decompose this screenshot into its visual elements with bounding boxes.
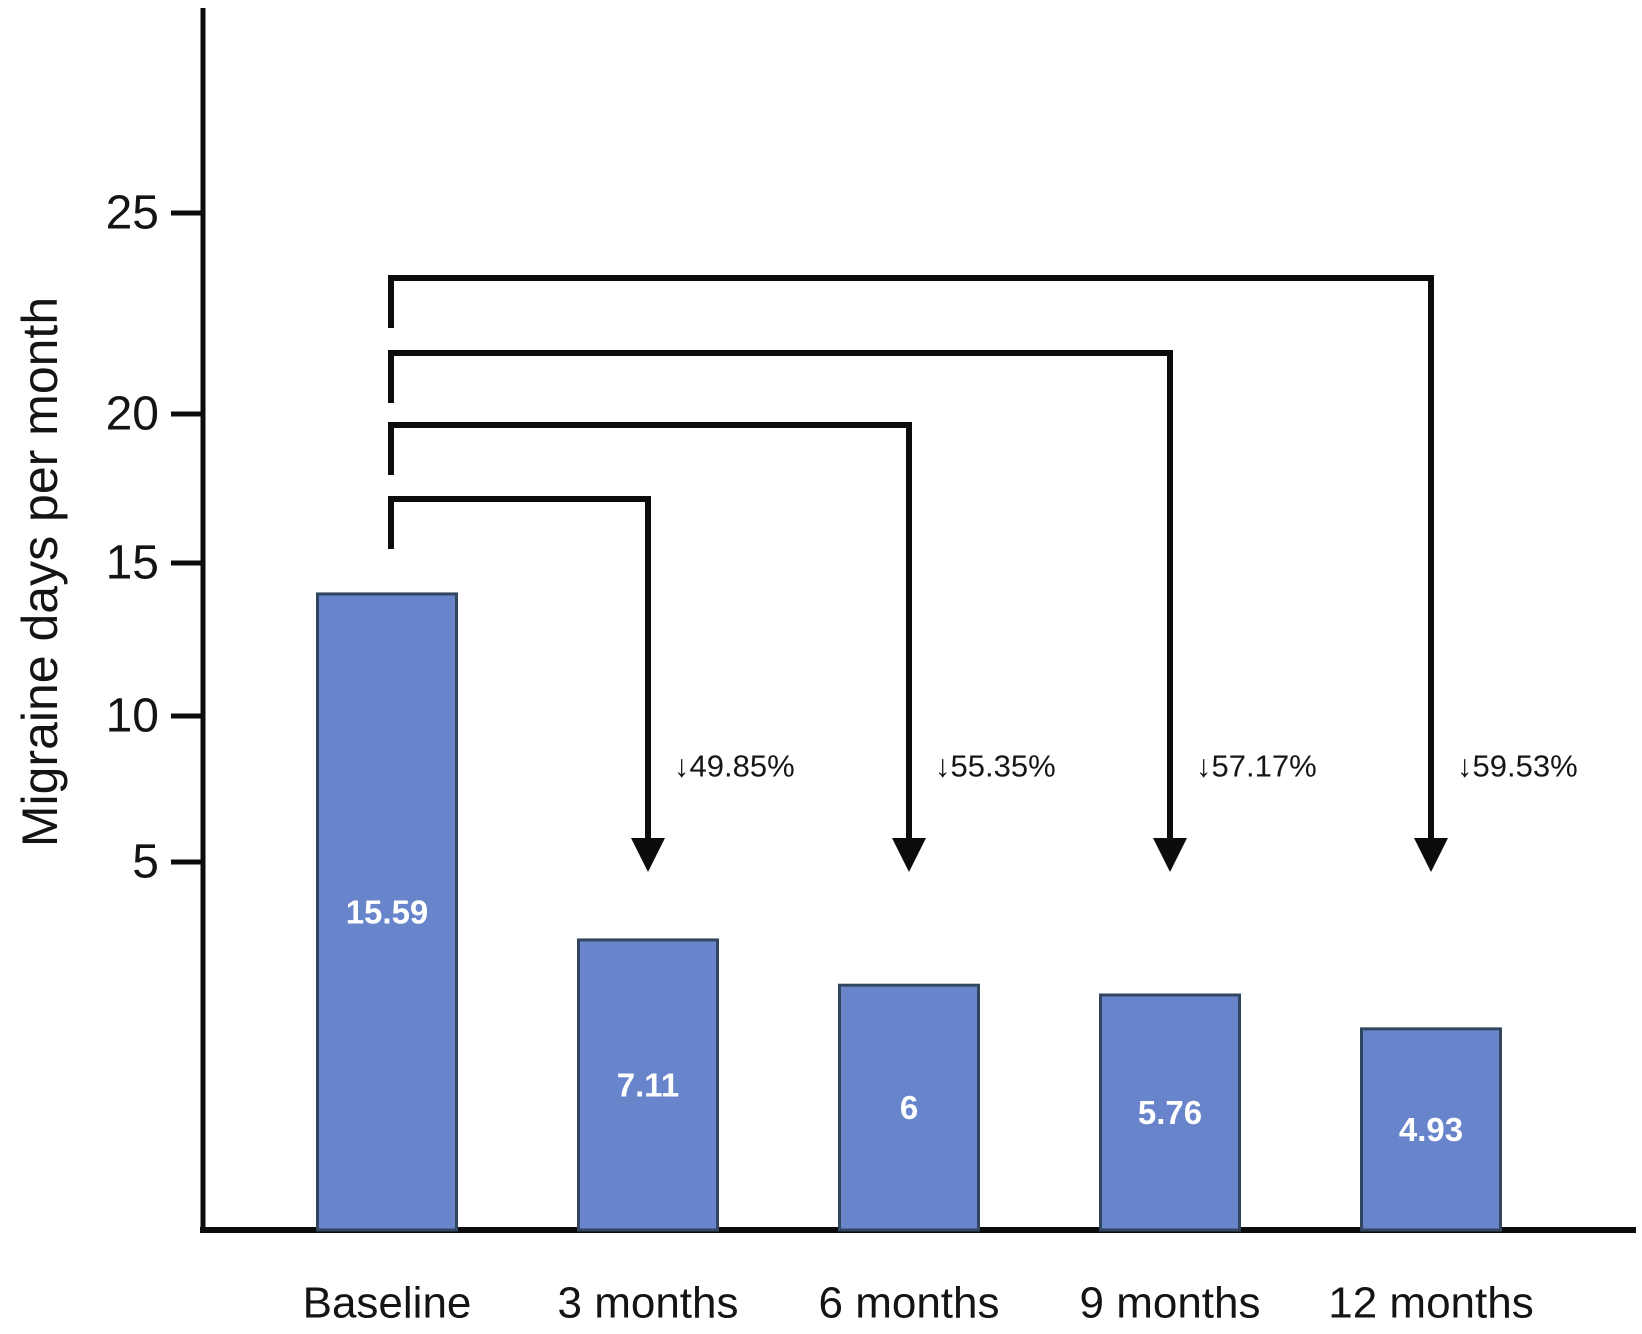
reduction-arrowhead [892,838,926,872]
y-tick-label: 20 [106,388,159,441]
reduction-bracket [388,496,651,844]
reduction-bracket [388,275,1434,844]
bar-value-label: 5.76 [1138,1094,1202,1131]
reduction-percent-label: ↓57.17% [1196,749,1317,784]
y-tick-label: 25 [106,187,159,240]
bar-value-label: 15.59 [346,893,429,930]
reduction-percent-label: ↓49.85% [674,749,795,784]
y-tick-label: 5 [132,836,159,889]
x-category-label: 6 months [819,1279,1000,1328]
bar [838,983,980,1232]
reduction-arrowhead [1414,838,1448,872]
reduction-percent-label: ↓59.53% [1457,749,1578,784]
y-tick-label: 15 [106,537,159,590]
bar-value-label: 4.93 [1399,1111,1463,1148]
x-category-label: 9 months [1080,1279,1261,1328]
reduction-arrowhead [1153,838,1187,872]
bar [577,938,719,1232]
x-category-label: Baseline [303,1279,472,1328]
bar [1099,993,1241,1232]
y-axis-title: Migraine days per month [12,297,68,847]
reduction-bracket [388,422,912,844]
reduction-bracket [388,350,1173,844]
bar [316,592,458,1232]
reduction-arrowhead [631,838,665,872]
bar [1360,1027,1502,1232]
reduction-percent-label: ↓55.35% [935,749,1056,784]
x-category-label: 3 months [558,1279,739,1328]
x-category-label: 12 months [1328,1279,1533,1328]
bar-value-label: 6 [900,1089,918,1126]
y-tick-label: 10 [106,690,159,743]
bar-value-label: 7.11 [617,1066,679,1103]
